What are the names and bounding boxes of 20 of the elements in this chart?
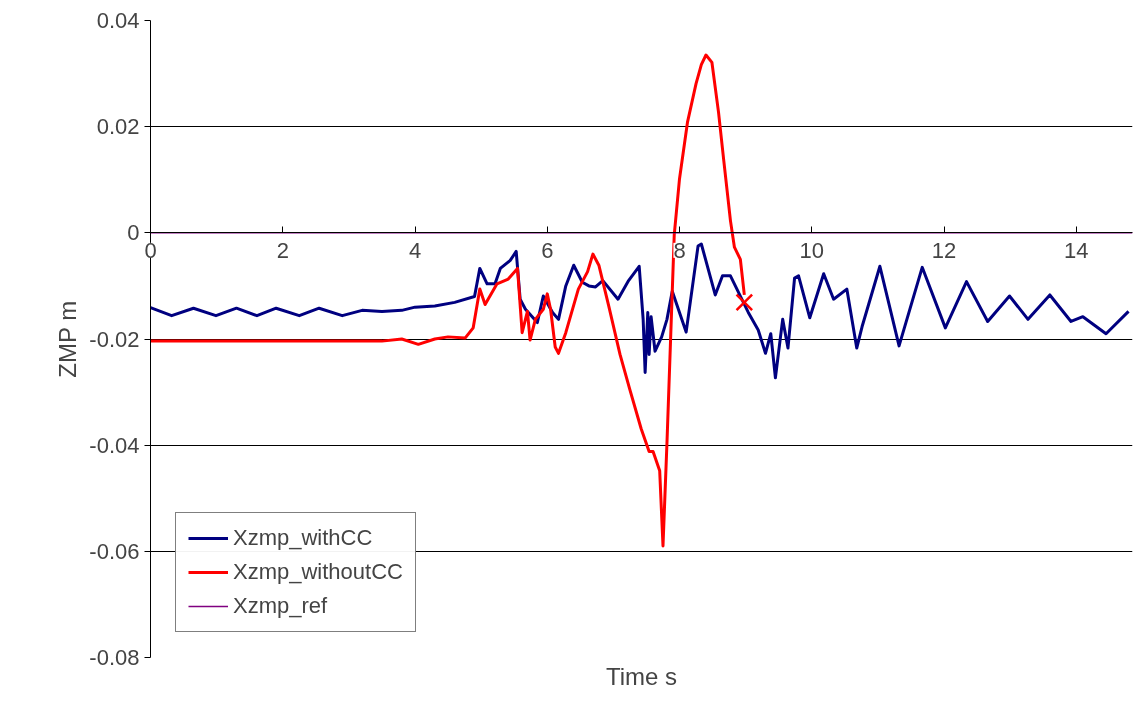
x-tick-label: 8: [673, 237, 686, 263]
y-tick-label: -0.06: [89, 538, 140, 564]
legend-label: Xzmp_ref: [233, 593, 328, 619]
y-tick-label: -0.04: [89, 432, 140, 458]
legend-label: Xzmp_withoutCC: [233, 559, 403, 585]
x-tick-label: 10: [799, 237, 825, 263]
x-tick-label: 4: [408, 237, 422, 263]
y-axis-title: ZMP m: [54, 300, 82, 378]
x-tick-label: 2: [276, 237, 289, 263]
x-tick-label: 6: [541, 237, 554, 263]
y-tick-label: -0.02: [89, 326, 140, 352]
legend-label: Xzmp_withCC: [233, 525, 373, 551]
y-tick-label: 0.02: [96, 114, 140, 140]
x-tick-label: 14: [1064, 237, 1089, 263]
x-tick-label: 12: [931, 237, 957, 263]
y-tick-label: 0: [127, 220, 140, 246]
x-axis-title: Time s: [605, 662, 678, 690]
x-tick-label: 0: [144, 237, 157, 263]
y-tick-label: -0.08: [89, 645, 140, 670]
y-tick-label: 0.04: [96, 8, 140, 33]
